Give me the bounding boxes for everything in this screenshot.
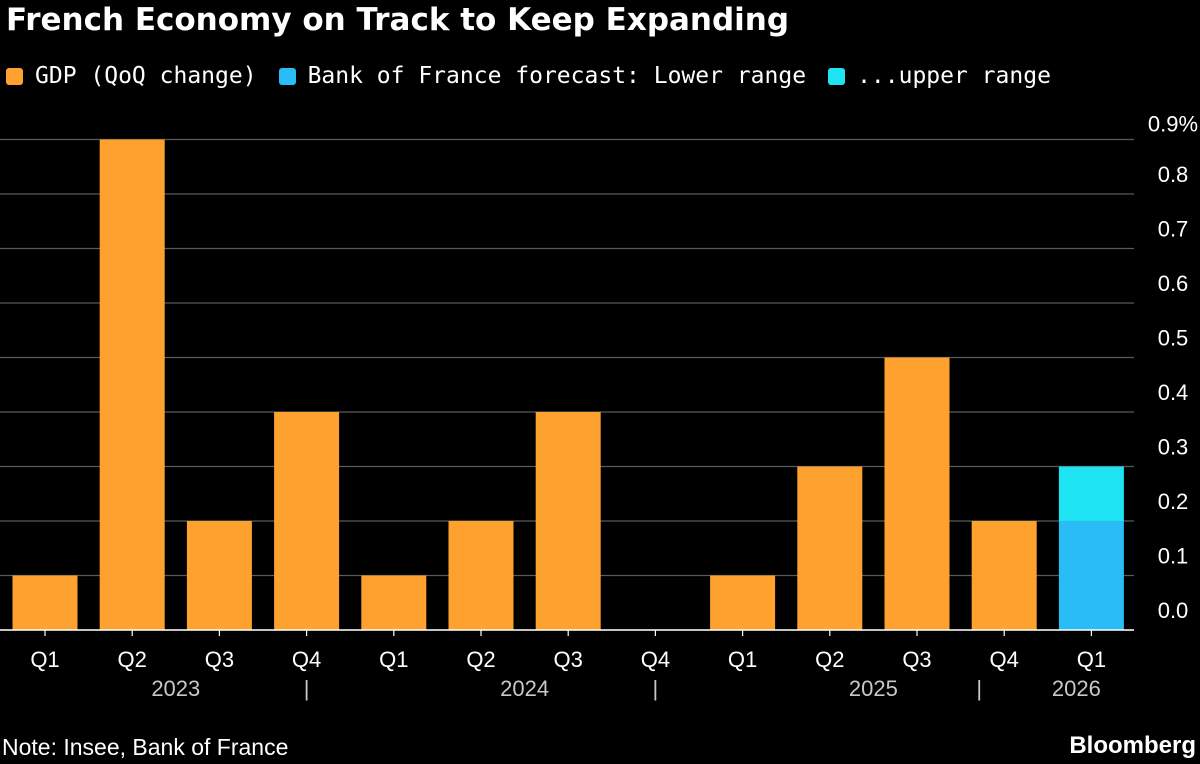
bar-gdp	[535, 412, 601, 630]
legend-label-upper-range: ...upper range	[857, 63, 1051, 89]
bar-gdp	[797, 466, 863, 630]
year-separator: |	[653, 676, 659, 701]
legend-swatch-gdp	[6, 67, 23, 85]
source-note: Note: Insee, Bank of France	[2, 734, 289, 760]
x-tick-label: Q2	[466, 647, 495, 672]
x-tick-label: Q2	[815, 647, 844, 672]
x-tick-label: Q3	[902, 647, 931, 672]
bar-forecast-lower	[1058, 521, 1124, 630]
x-year-label: 2023	[151, 676, 200, 701]
y-tick-label: 0.3	[1158, 435, 1189, 460]
x-tick-label: Q2	[118, 647, 147, 672]
y-tick-label: 0.2	[1158, 489, 1189, 514]
x-tick-label: Q1	[30, 647, 59, 672]
y-tick-label: 0.1	[1158, 544, 1189, 569]
y-tick-label: 0.0	[1158, 598, 1189, 623]
y-tick-label: 0.9%	[1148, 112, 1198, 137]
chart-title: French Economy on Track to Keep Expandin…	[6, 2, 790, 38]
legend-label-gdp: GDP (QoQ change)	[35, 63, 257, 89]
bar-gdp	[186, 521, 252, 630]
bar-gdp	[884, 357, 950, 630]
bar-gdp	[12, 575, 78, 630]
legend-swatch-upper-range	[828, 67, 846, 85]
chart-legend: GDP (QoQ change) Bank of France forecast…	[6, 60, 1073, 92]
bar-gdp	[448, 521, 514, 630]
bar-gdp	[710, 575, 776, 630]
legend-item-upper-range: ...upper range	[828, 63, 1051, 89]
y-tick-label: 0.7	[1158, 217, 1189, 242]
x-tick-label: Q1	[379, 647, 408, 672]
year-separator: |	[304, 676, 310, 701]
bar-chart: 0.0 0.1 0.2 0.3 0.4 0.5 0.6 0.7 0.8 0.9% Q1 Q2 Q3 Q4 Q…	[0, 112, 1198, 701]
x-tick-label: Q1	[1077, 647, 1106, 672]
legend-swatch-lower-range	[278, 67, 296, 85]
x-tick-label: Q4	[990, 647, 1019, 672]
legend-item-lower-range: Bank of France forecast: Lower range	[278, 63, 807, 89]
legend-item-gdp: GDP (QoQ change)	[6, 63, 257, 89]
bar-gdp	[99, 139, 165, 630]
x-tick-label: Q4	[292, 647, 321, 672]
x-tick-label: Q4	[641, 647, 670, 672]
x-year-label: 2026	[1052, 676, 1101, 701]
bar-forecast-upper	[1058, 466, 1124, 521]
x-year-label: 2024	[500, 676, 549, 701]
y-tick-label: 0.8	[1158, 162, 1189, 187]
x-tick-label: Q3	[554, 647, 583, 672]
bar-gdp	[274, 412, 340, 630]
y-tick-label: 0.5	[1158, 326, 1189, 351]
x-tick-label: Q1	[728, 647, 757, 672]
bar-gdp	[361, 575, 427, 630]
x-year-label: 2025	[849, 676, 898, 701]
y-tick-label: 0.4	[1158, 380, 1189, 405]
x-tick-label: Q3	[205, 647, 234, 672]
y-tick-label: 0.6	[1158, 271, 1189, 296]
bloomberg-logo: Bloomberg	[1069, 732, 1196, 759]
year-separator: |	[976, 676, 982, 701]
legend-label-lower-range: Bank of France forecast: Lower range	[307, 63, 807, 89]
bar-gdp	[971, 521, 1037, 630]
